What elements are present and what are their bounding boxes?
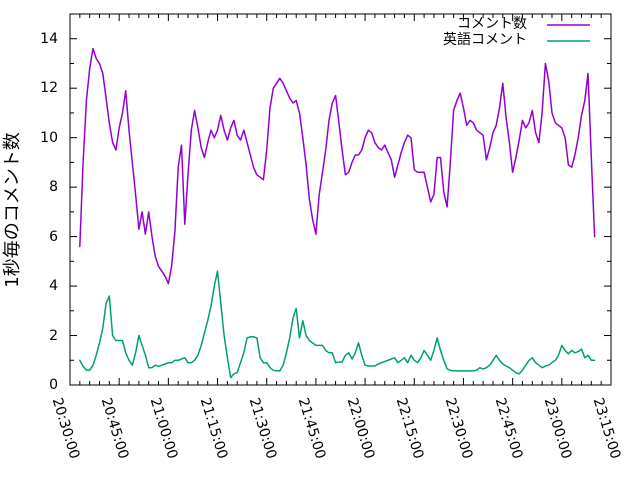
- y-axis-title: 1秒毎のコメント数: [2, 132, 23, 288]
- y-tick-label: 12: [40, 80, 58, 97]
- y-tick-label: 14: [40, 30, 58, 47]
- y-tick-label: 2: [49, 327, 58, 344]
- y-tick-label: 8: [49, 179, 58, 196]
- series-line-0: [79, 47, 596, 285]
- y-tick-label: 6: [49, 228, 58, 245]
- series-line-1: [79, 270, 596, 379]
- legend-entry-english-comments: 英語コメント: [443, 32, 527, 48]
- y-tick-label: 4: [49, 278, 58, 295]
- legend-entry-comments: コメント数: [457, 16, 527, 32]
- y-tick-label: 0: [49, 377, 58, 393]
- plot-border: [69, 13, 612, 386]
- y-tick-label: 10: [40, 129, 58, 146]
